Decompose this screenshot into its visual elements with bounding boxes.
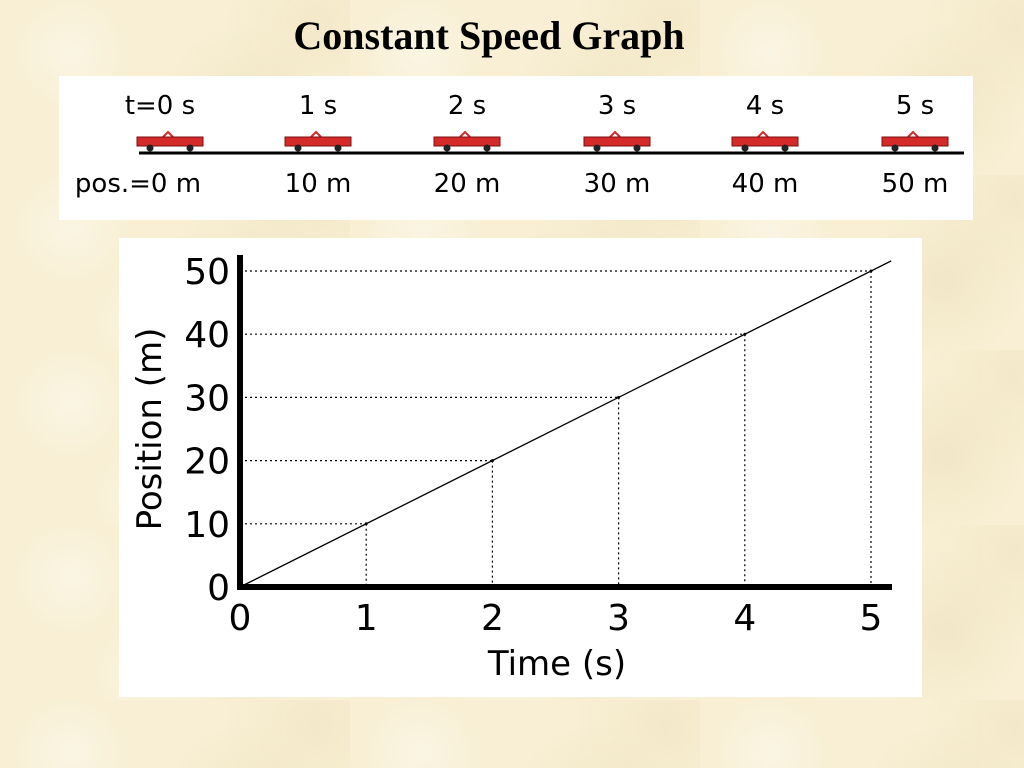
cart-handle (907, 130, 919, 138)
x-axis-title: Time (s) (487, 644, 626, 684)
position-label: pos.=0 m (75, 169, 201, 199)
cart-wheel (741, 144, 749, 152)
data-point (490, 459, 494, 463)
cart-frame: 2 s 20 m (433, 91, 501, 199)
position-label: 10 m (285, 169, 352, 199)
cart-wheel (146, 144, 154, 152)
cart-frame: t=0 s pos.=0 m (75, 91, 204, 199)
data-line (239, 260, 892, 588)
y-tick-label: 10 (184, 505, 230, 546)
cart-wheel (931, 144, 939, 152)
x-tick-label: 2 (481, 598, 504, 639)
cart-icon (433, 130, 501, 152)
cart-body (731, 136, 799, 147)
x-tick-label: 3 (607, 598, 630, 639)
cart-body (881, 136, 949, 147)
cart-handle (162, 130, 174, 138)
time-label: 1 s (299, 91, 337, 121)
cart-body (136, 136, 204, 147)
cart-frame: 5 s 50 m (881, 91, 949, 199)
cart-handle (310, 130, 322, 138)
cart-icon (881, 130, 949, 152)
y-tick-label: 50 (184, 252, 230, 293)
position-label: 40 m (732, 169, 799, 199)
time-label: 4 s (746, 91, 784, 121)
cart-wheel (633, 144, 641, 152)
cart-handle (609, 130, 621, 138)
position-label: 50 m (882, 169, 949, 199)
cart-handle (757, 130, 769, 138)
cart-wheel (483, 144, 491, 152)
y-tick-label: 0 (207, 568, 230, 609)
x-tick-label: 0 (229, 598, 252, 639)
cart-icon (731, 130, 799, 152)
time-label: t=0 s (125, 91, 195, 121)
x-tick-label: 1 (355, 598, 378, 639)
cart-wheel (443, 144, 451, 152)
data-point (617, 395, 621, 399)
cart-wheel (593, 144, 601, 152)
cart-handle (459, 130, 471, 138)
y-axis-title: Position (m) (130, 328, 170, 531)
time-label: 2 s (448, 91, 486, 121)
slide-title: Constant Speed Graph (293, 13, 685, 58)
x-tick-label: 5 (860, 598, 883, 639)
cart-wheel (334, 144, 342, 152)
y-tick-label: 30 (184, 378, 230, 419)
cart-frame: 4 s 40 m (731, 91, 799, 199)
time-label: 5 s (896, 91, 934, 121)
position-time-chart: 0 10 20 30 40 50 0 1 2 3 4 5 Time (s) Position (m) (119, 238, 922, 697)
timeline-figure: t=0 s pos.=0 m 1 s 10 m 2 s 20 m 3 s 30 m 4 s 40 … (75, 91, 964, 199)
cart-wheel (891, 144, 899, 152)
cart-frame: 3 s 30 m (583, 91, 651, 199)
time-label: 3 s (598, 91, 636, 121)
data-point (869, 269, 873, 273)
data-point (743, 332, 747, 336)
cart-timeline: t=0 s pos.=0 m 1 s 10 m 2 s 20 m 3 s 30 m 4 s 40 … (59, 76, 973, 220)
cart-icon (136, 130, 204, 152)
data-point (364, 522, 368, 526)
cart-icon (284, 130, 352, 152)
chart-svg: 0 10 20 30 40 50 0 1 2 3 4 5 Time (s) Position (m) (130, 252, 892, 684)
y-tick-label: 20 (184, 442, 230, 483)
cart-body (583, 136, 651, 147)
cart-wheel (781, 144, 789, 152)
cart-body (433, 136, 501, 147)
x-tick-label: 4 (733, 598, 756, 639)
position-label: 30 m (584, 169, 651, 199)
position-label: 20 m (434, 169, 501, 199)
cart-wheel (186, 144, 194, 152)
cart-frame: 1 s 10 m (284, 91, 352, 199)
y-tick-label: 40 (184, 315, 230, 356)
cart-icon (583, 130, 651, 152)
cart-wheel (294, 144, 302, 152)
cart-body (284, 136, 352, 147)
